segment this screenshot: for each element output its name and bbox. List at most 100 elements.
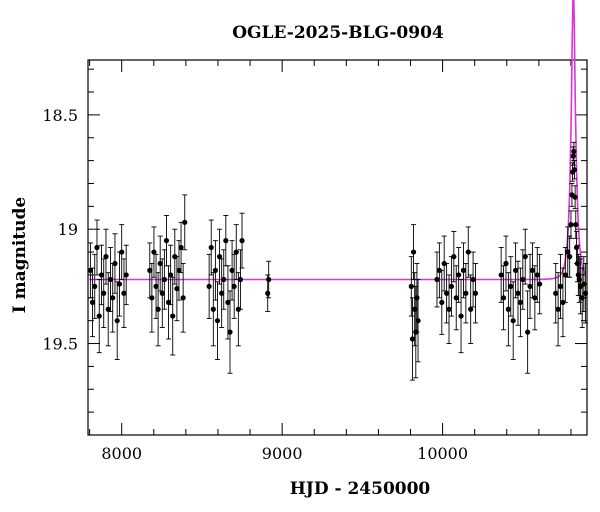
data-point [568, 222, 574, 228]
data-point [103, 254, 109, 260]
data-point [121, 290, 127, 296]
data-point [448, 283, 455, 289]
data-point [562, 272, 568, 278]
y-tick-label: 19 [58, 220, 78, 239]
x-axis-label: HJD - 2450000 [290, 479, 431, 499]
data-point [96, 313, 102, 319]
data-point [573, 244, 580, 251]
data-point [532, 295, 538, 301]
data-point [94, 244, 100, 251]
data-point [149, 295, 155, 301]
data-point [101, 290, 107, 296]
data-point [216, 254, 223, 260]
data-point [266, 276, 272, 283]
data-point [534, 272, 540, 278]
data-point [472, 290, 479, 296]
data-point [265, 290, 271, 296]
data-point [557, 283, 564, 289]
data-point [176, 267, 182, 273]
data-point [105, 306, 111, 312]
data-point [157, 260, 163, 267]
x-tick-label: 8000 [101, 444, 142, 463]
data-point [465, 249, 471, 255]
data-point [527, 283, 533, 289]
data-point [155, 306, 161, 312]
data-point [151, 249, 157, 255]
data-point [500, 295, 507, 301]
data-point [498, 272, 504, 278]
data-point [553, 290, 559, 296]
data-point [517, 299, 524, 305]
data-point [116, 281, 123, 287]
data-point [505, 306, 511, 312]
y-tick-label: 19.5 [42, 335, 78, 354]
data-point [233, 249, 239, 255]
y-tick-label: 18.5 [42, 106, 78, 125]
data-point [434, 276, 440, 283]
data-point [503, 260, 509, 267]
data-point [529, 267, 536, 273]
data-point [123, 272, 129, 278]
data-point [229, 267, 235, 273]
data-point [468, 306, 474, 312]
data-point [451, 254, 457, 260]
data-point [470, 276, 476, 283]
x-tick-label: 9000 [262, 444, 303, 463]
data-point [174, 286, 180, 292]
data-point [572, 194, 578, 200]
data-point [180, 295, 186, 301]
plot-area: 8000 9000 10000 18.5 19 19.5 [42, 0, 588, 463]
plot-frame [87, 59, 588, 436]
data-point [114, 318, 120, 324]
data-point [565, 249, 571, 255]
x-tick-label: 10000 [417, 444, 468, 463]
data-point [573, 222, 579, 228]
data-point [525, 329, 531, 335]
data-point [153, 283, 159, 289]
data-point [87, 267, 94, 273]
data-point [571, 167, 578, 173]
data-point [212, 267, 218, 273]
data-point [520, 276, 526, 283]
data-point [239, 238, 245, 244]
data-point [165, 299, 172, 305]
data-point [537, 281, 543, 287]
data-point [446, 306, 452, 312]
data-point [227, 329, 233, 335]
chart-title: OGLE-2025-BLG-0904 [232, 23, 444, 43]
data-point [409, 336, 416, 342]
data-point [170, 313, 176, 319]
data-point [208, 244, 214, 251]
data-point [571, 148, 577, 155]
data-point [512, 267, 519, 273]
data-point [182, 219, 188, 225]
data-point [225, 299, 231, 305]
data-point [92, 283, 98, 289]
data-point [510, 318, 516, 324]
y-axis-label: I magnitude [10, 197, 30, 314]
data-point [210, 306, 216, 312]
data-point [110, 295, 116, 301]
data-point [112, 260, 118, 267]
data-point [444, 290, 450, 296]
data-point [508, 283, 514, 289]
data-point [410, 249, 417, 255]
data-point [576, 276, 582, 283]
data-point [414, 295, 420, 301]
data-point [456, 272, 462, 278]
data-point [570, 153, 576, 159]
data-point [463, 290, 469, 296]
data-point [567, 254, 573, 260]
data-point [161, 276, 167, 283]
data-point [522, 254, 528, 260]
data-point [98, 272, 105, 278]
data-point [415, 318, 421, 324]
data-point [555, 306, 561, 312]
data-point [460, 267, 467, 273]
data-point [163, 238, 170, 244]
data-point [206, 283, 212, 289]
data-point [223, 238, 229, 244]
data-point [458, 313, 464, 319]
data-point [119, 249, 125, 255]
